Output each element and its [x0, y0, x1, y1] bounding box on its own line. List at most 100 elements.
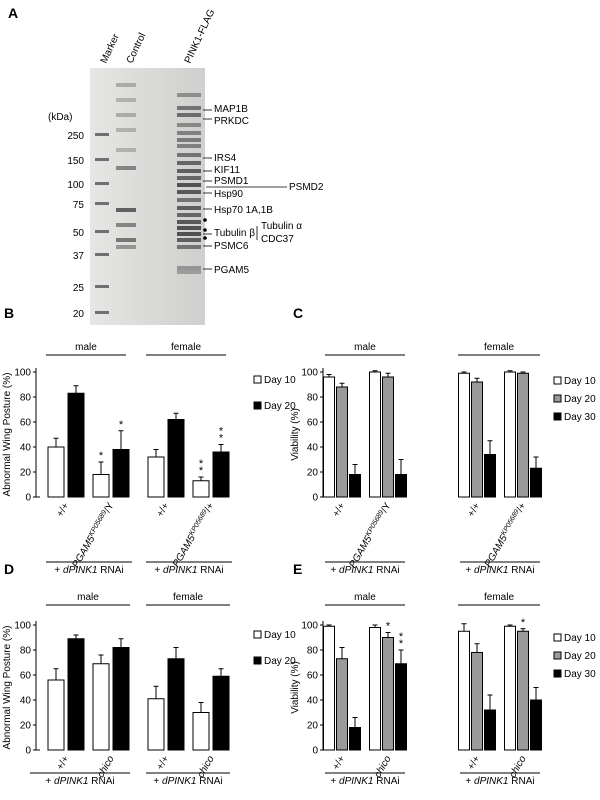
category-label: +/+: [331, 501, 348, 519]
legend-swatch: [253, 656, 262, 665]
y-tick-label: 40: [20, 696, 32, 707]
marker-band: [95, 202, 109, 205]
band-dot: [203, 218, 207, 222]
control-band: [116, 148, 136, 152]
rnai-label: + dPINK1 RNAi: [54, 565, 123, 576]
panel-a-label: A: [8, 5, 18, 21]
lane-label-pink1-flag: PINK1-FLAG: [183, 8, 218, 66]
y-tick-label: 0: [25, 493, 31, 504]
pink1-band: [177, 153, 201, 157]
bar: [92, 474, 110, 498]
protein-label: Tubulin α: [261, 221, 302, 232]
bar: [458, 630, 470, 751]
control-band: [116, 98, 136, 102]
bar: [92, 663, 110, 751]
y-axis-label: Abnormal Wing Posture (%): [2, 626, 13, 750]
pink1-band: [177, 220, 201, 224]
protein-label: PSMD2: [289, 182, 324, 193]
legend-swatch: [553, 412, 562, 421]
y-tick-label: 20: [307, 468, 319, 479]
panel-b-label: B: [4, 305, 14, 321]
control-band: [116, 128, 136, 132]
panel-c: C 0 20 40 60 80 100 Viability (%) male female +/+…: [290, 305, 596, 576]
pink1-band: [177, 245, 201, 249]
pink1-band: [177, 93, 201, 97]
bar: [147, 456, 165, 498]
protein-label: Hsp90: [214, 189, 243, 200]
significance-star: *: [99, 450, 104, 462]
bar: [167, 419, 185, 498]
y-axis-label: Viability (%): [290, 661, 301, 714]
pink1-band: [177, 106, 201, 110]
legend-swatch: [553, 669, 562, 678]
pink1-band: [177, 131, 201, 135]
protein-label: CDC37: [261, 234, 294, 245]
rnai-label: + dPINK1 RNAi: [154, 565, 223, 576]
legend-label: Day 30: [564, 412, 596, 423]
y-tick-label: 60: [307, 418, 319, 429]
y-axis-label: Abnormal Wing Posture (%): [2, 373, 13, 497]
protein-label: IRS4: [214, 153, 237, 164]
legend-label: Day 30: [564, 669, 596, 680]
gel-image: [90, 68, 205, 325]
panel-d-label: D: [4, 561, 14, 577]
protein-label: MAP1B: [214, 104, 248, 115]
y-tick-label: 80: [307, 393, 319, 404]
panel-e-label: E: [293, 561, 302, 577]
bar: [336, 386, 348, 498]
y-tick-label: 80: [20, 393, 32, 404]
y-tick-label: 0: [25, 746, 31, 757]
bar: [192, 480, 210, 498]
legend-label: Day 20: [564, 394, 596, 405]
legend-swatch: [253, 401, 262, 410]
rnai-label: + dPINK1 RNAi: [330, 565, 399, 576]
bar: [67, 392, 85, 498]
category-label: +/+: [466, 501, 483, 519]
significance-star: *: [399, 631, 404, 643]
pink1-band: [177, 144, 201, 148]
y-tick-label: 0: [312, 746, 318, 757]
bar: [471, 652, 483, 751]
pink1-band: [177, 206, 201, 210]
bar: [349, 727, 361, 751]
bar: [349, 474, 361, 498]
y-tick-label: 100: [301, 621, 318, 632]
category-label: PGAM5KP05689/+: [482, 501, 528, 570]
bar: [47, 446, 65, 498]
bar: [458, 372, 470, 498]
bar: [395, 474, 407, 498]
protein-label: PGAM5: [214, 265, 249, 276]
protein-label: Tubulin β: [214, 228, 255, 239]
group-label: male: [354, 342, 376, 353]
significance-star: *: [199, 465, 204, 477]
marker-band: [95, 285, 109, 288]
marker-band: [95, 133, 109, 136]
control-band: [116, 223, 136, 227]
bar: [167, 658, 185, 751]
group-label: female: [484, 342, 514, 353]
significance-star: *: [219, 426, 224, 438]
protein-label: KIF11: [214, 165, 240, 176]
group-label: male: [354, 592, 376, 603]
protein-label: Hsp70 1A,1B: [214, 205, 273, 216]
y-tick-label: 20: [20, 468, 32, 479]
legend-label: Day 20: [264, 656, 296, 667]
band-dot: [203, 228, 207, 232]
kda-label: 20: [73, 309, 85, 320]
y-axis-label: Viability (%): [290, 408, 301, 461]
kda-label: 50: [73, 228, 85, 239]
marker-band: [95, 311, 109, 314]
y-tick-label: 0: [312, 493, 318, 504]
protein-label: PRKDC: [214, 116, 249, 127]
kda-label: 100: [67, 180, 84, 191]
bar: [192, 712, 210, 751]
kda-label: 25: [73, 283, 85, 294]
group-label: male: [75, 342, 97, 353]
significance-star: *: [219, 433, 224, 445]
panel-a: A Marker Control PINK1-FLAG (kDa) 250 150…: [8, 5, 324, 325]
bar: [369, 627, 381, 751]
y-tick-label: 80: [20, 646, 32, 657]
